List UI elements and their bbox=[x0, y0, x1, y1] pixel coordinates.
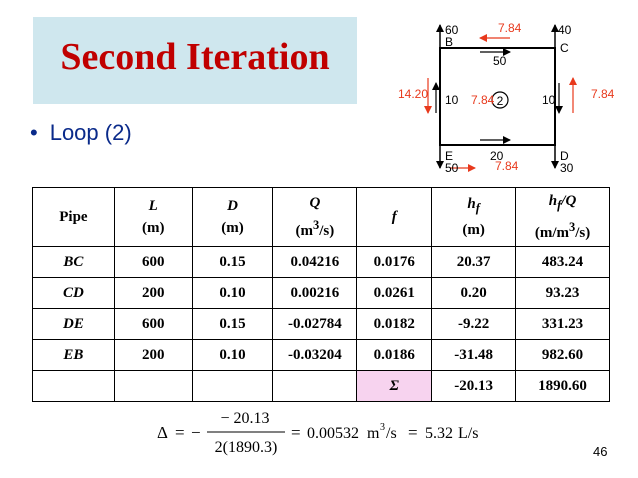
formula-equals-2: = bbox=[291, 423, 301, 442]
table-cell: 600 bbox=[113, 308, 193, 340]
formula-equals-3: = bbox=[408, 423, 418, 442]
loop-circle-icon bbox=[491, 91, 509, 109]
header-pipe: Pipe bbox=[32, 187, 115, 247]
table-cell: 982.60 bbox=[515, 339, 610, 371]
formula-unit-1-exponent: 3 bbox=[380, 422, 385, 433]
demand-b-label: 60 bbox=[445, 23, 459, 37]
flow-eb-label: 10 bbox=[445, 93, 459, 107]
table-cell: -31.48 bbox=[431, 339, 517, 371]
formula-unit-2: L/s bbox=[458, 425, 478, 442]
table-cell: 0.15 bbox=[191, 308, 274, 340]
table-cell bbox=[191, 370, 274, 402]
table-cell: -9.22 bbox=[431, 308, 517, 340]
correction-top-label: 7.84 bbox=[498, 21, 522, 35]
demand-d-label: 30 bbox=[560, 161, 574, 175]
table-cell: 0.04216 bbox=[272, 246, 358, 278]
loop-number: 2 bbox=[497, 94, 504, 108]
table-cell: 200 bbox=[113, 277, 193, 309]
formula-unit-1-tail: /s bbox=[386, 425, 397, 442]
table-cell: 0.0186 bbox=[356, 339, 433, 371]
header-length: L (m) bbox=[113, 187, 193, 247]
table-cell: EB bbox=[32, 339, 115, 371]
table-cell: 0.20 bbox=[431, 277, 517, 309]
formula-value-2: 5.32 bbox=[425, 425, 453, 442]
sum-headloss: -20.13 bbox=[431, 370, 517, 402]
node-d-label: D bbox=[560, 149, 569, 163]
page-number: 46 bbox=[593, 444, 608, 459]
iteration-table: Pipe L (m) D (m) Q (m3/s) f hf (m) hf/Q (m/m3… bbox=[32, 187, 610, 402]
formula-unit-1: m bbox=[367, 425, 380, 442]
formula-value-1: 0.00532 bbox=[307, 425, 359, 442]
table-cell: 0.10 bbox=[191, 277, 274, 309]
sum-symbol: Σ bbox=[356, 370, 433, 402]
table-cell bbox=[113, 370, 193, 402]
pipe-network-diagram: 2 B C E D 60 40 50 30 50 10 20 10 7.84 1… bbox=[398, 21, 615, 175]
sum-headloss-ratio: 1890.60 bbox=[515, 370, 610, 402]
bullet-loop: • Loop (2) bbox=[30, 120, 132, 146]
flow-bc-label: 50 bbox=[493, 54, 507, 68]
table-cell bbox=[272, 370, 358, 402]
flow-de-label: 20 bbox=[490, 149, 504, 163]
header-headloss-ratio: hf/Q (m/m3/s) bbox=[515, 187, 610, 247]
table-cell: 0.00216 bbox=[272, 277, 358, 309]
node-b-label: B bbox=[445, 35, 453, 49]
header-diameter: D (m) bbox=[191, 187, 274, 247]
table-cell: 600 bbox=[113, 246, 193, 278]
formula-numerator: − 20.13 bbox=[220, 410, 269, 427]
formula-equals-1: = bbox=[175, 423, 185, 442]
node-c-label: C bbox=[560, 41, 569, 55]
table-cell: 0.0176 bbox=[356, 246, 433, 278]
table-cell: 0.0182 bbox=[356, 308, 433, 340]
title-box: Second Iteration bbox=[33, 17, 357, 104]
bullet-text: Loop (2) bbox=[49, 120, 132, 145]
table-cell: -0.02784 bbox=[272, 308, 358, 340]
header-friction: f bbox=[356, 187, 433, 247]
demand-c-label: 40 bbox=[558, 23, 572, 37]
table-cell: BC bbox=[32, 246, 115, 278]
flow-cd-label: 10 bbox=[542, 93, 556, 107]
loop-rectangle bbox=[439, 47, 556, 146]
table-row: DE 600 0.15 -0.02784 0.0182 -9.22 331.23 bbox=[32, 308, 610, 340]
correction-inner-label: 7.84 bbox=[471, 93, 495, 107]
formula-minus: − bbox=[191, 423, 201, 442]
table-cell: 0.15 bbox=[191, 246, 274, 278]
table-cell bbox=[32, 370, 115, 402]
table-row: CD 200 0.10 0.00216 0.0261 0.20 93.23 bbox=[32, 277, 610, 309]
table-cell: DE bbox=[32, 308, 115, 340]
table-cell: 20.37 bbox=[431, 246, 517, 278]
table-header-row: Pipe L (m) D (m) Q (m3/s) f hf (m) hf/Q (m/m3… bbox=[32, 187, 610, 247]
table-cell: 200 bbox=[113, 339, 193, 371]
table-cell: 331.23 bbox=[515, 308, 610, 340]
formula-delta: Δ bbox=[157, 423, 168, 442]
table-cell: 0.10 bbox=[191, 339, 274, 371]
table-cell: 0.0261 bbox=[356, 277, 433, 309]
sum-row: Σ -20.13 1890.60 bbox=[32, 370, 610, 402]
bullet-dot-icon: • bbox=[30, 120, 38, 145]
table-cell: -0.03204 bbox=[272, 339, 358, 371]
table-row: BC 600 0.15 0.04216 0.0176 20.37 483.24 bbox=[32, 246, 610, 278]
header-flow: Q (m3/s) bbox=[272, 187, 358, 247]
formula-denominator: 2(1890.3) bbox=[215, 439, 278, 456]
table-cell: 483.24 bbox=[515, 246, 610, 278]
correction-right-label: 7.84 bbox=[591, 87, 615, 101]
slide-title: Second Iteration bbox=[60, 36, 330, 78]
table-cell: CD bbox=[32, 277, 115, 309]
table-row: EB 200 0.10 -0.03204 0.0186 -31.48 982.6… bbox=[32, 339, 610, 371]
correction-bottom-label: 7.84 bbox=[495, 159, 519, 173]
correction-formula: Δ = − − 20.13 2(1890.3) = 0.00532 m 3 /s… bbox=[157, 410, 478, 456]
correction-left-label: 14.20 bbox=[398, 87, 428, 101]
header-headloss: hf (m) bbox=[431, 187, 517, 247]
table-cell: 93.23 bbox=[515, 277, 610, 309]
demand-e-label: 50 bbox=[445, 161, 459, 175]
node-e-label: E bbox=[445, 149, 453, 163]
